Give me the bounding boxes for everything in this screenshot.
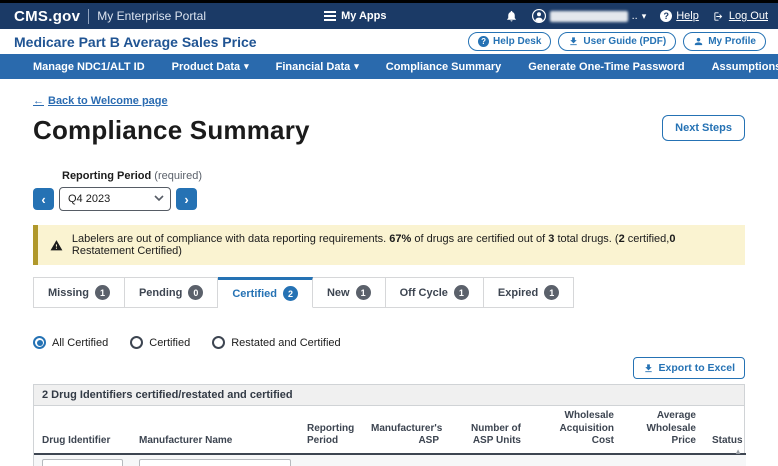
next-period-button[interactable]: › bbox=[176, 188, 197, 210]
col-manufacturer-name: Manufacturer Name bbox=[131, 406, 299, 455]
reporting-period-section: Reporting Period (required) ‹ Q4 2023 › bbox=[33, 170, 745, 211]
export-to-excel-button[interactable]: Export to Excel bbox=[632, 357, 745, 379]
count-badge: 1 bbox=[94, 285, 110, 300]
log-out-icon bbox=[714, 11, 723, 21]
tab-new[interactable]: New 1 bbox=[312, 277, 386, 308]
chevron-down-icon: ▾ bbox=[354, 61, 359, 71]
app-header: Medicare Part B Average Sales Price ? He… bbox=[0, 29, 778, 54]
warning-icon bbox=[50, 239, 63, 250]
help-link[interactable]: ? Help bbox=[660, 10, 699, 22]
col-status: Status bbox=[704, 406, 746, 455]
alert-text: Labelers are out of compliance with data… bbox=[71, 233, 676, 257]
page-title: Compliance Summary bbox=[33, 115, 310, 145]
status-tabs: Missing 1 Pending 0 Certified 2 New 1 Off Cy… bbox=[33, 277, 745, 308]
count-badge: 1 bbox=[453, 285, 469, 300]
radio-icon bbox=[212, 336, 226, 349]
user-menu[interactable]: .. ▾ bbox=[531, 9, 647, 23]
nav-manage-ndc1-alt-id[interactable]: Manage NDC1/ALT ID bbox=[33, 60, 145, 73]
col-average-wholesale-price: Average Wholesale Price bbox=[622, 406, 704, 455]
tab-certified[interactable]: Certified 2 bbox=[218, 277, 313, 308]
col-manufacturers-asp: Manufacturer's ASP bbox=[363, 406, 447, 455]
nav-assumptions[interactable]: Assumptions bbox=[711, 60, 778, 73]
radio-selected-icon bbox=[33, 336, 46, 349]
download-icon bbox=[644, 363, 652, 372]
certified-filter-radios: All Certified Certified Restated and Cer… bbox=[33, 336, 745, 349]
table-header-row: Drug Identifier Manufacturer Name Report… bbox=[34, 406, 746, 455]
compliance-warning-alert: Labelers are out of compliance with data… bbox=[33, 225, 745, 265]
download-icon bbox=[570, 37, 578, 46]
nav-generate-otp[interactable]: Generate One-Time Password bbox=[528, 60, 685, 73]
required-note: (required) bbox=[154, 170, 202, 182]
back-to-welcome-link[interactable]: ← Back to Welcome page bbox=[33, 95, 168, 107]
portal-name: My Enterprise Portal bbox=[97, 9, 206, 23]
previous-period-button[interactable]: ‹ bbox=[33, 188, 54, 210]
reporting-period-select[interactable]: Q4 2023 bbox=[59, 187, 171, 211]
top-bar: CMS.gov My Enterprise Portal My Apps .. … bbox=[0, 3, 778, 29]
count-badge: 1 bbox=[355, 285, 371, 300]
radio-all-certified[interactable]: All Certified bbox=[33, 336, 108, 349]
scrollbar-up-icon[interactable]: ▲ bbox=[734, 447, 742, 456]
col-reporting-period: Reporting Period bbox=[299, 406, 363, 455]
count-badge: 1 bbox=[544, 285, 560, 300]
app-title: Medicare Part B Average Sales Price bbox=[14, 33, 257, 50]
next-steps-button[interactable]: Next Steps bbox=[662, 115, 745, 141]
manufacturer-name-filter-input[interactable] bbox=[139, 458, 291, 466]
nav-product-data[interactable]: Product Data ▾ bbox=[171, 60, 249, 73]
radio-restated-and-certified[interactable]: Restated and Certified bbox=[212, 336, 341, 349]
notification-bell-icon[interactable] bbox=[505, 9, 518, 23]
main-nav: Manage NDC1/ALT ID Product Data ▾ Financi… bbox=[0, 54, 778, 79]
radio-icon bbox=[130, 336, 144, 349]
tab-pending[interactable]: Pending 0 bbox=[124, 277, 219, 308]
nav-compliance-summary[interactable]: Compliance Summary bbox=[385, 60, 502, 73]
redacted-username bbox=[549, 10, 628, 22]
help-icon: ? bbox=[660, 10, 673, 22]
my-profile-button[interactable]: My Profile bbox=[683, 32, 766, 51]
log-out-link[interactable]: Log Out bbox=[713, 10, 768, 22]
person-icon bbox=[695, 37, 703, 46]
col-wholesale-acquisition-cost: Wholesale Acquisition Cost bbox=[529, 406, 622, 455]
help-desk-icon: ? bbox=[478, 36, 490, 47]
col-drug-identifier: Drug Identifier bbox=[34, 406, 131, 455]
count-badge: 2 bbox=[282, 286, 298, 301]
username-truncation: .. bbox=[631, 10, 638, 22]
nav-financial-data[interactable]: Financial Data ▾ bbox=[275, 60, 359, 73]
tab-expired[interactable]: Expired 1 bbox=[483, 277, 575, 308]
table-caption: 2 Drug Identifiers certified/restated an… bbox=[34, 385, 744, 406]
reporting-period-label: Reporting Period bbox=[62, 170, 152, 182]
col-number-of-asp-units: Number of ASP Units bbox=[447, 406, 529, 455]
drug-identifier-filter-input[interactable] bbox=[42, 458, 123, 466]
my-apps-button[interactable]: My Apps bbox=[324, 10, 387, 22]
drug-identifiers-table: 2 Drug Identifiers certified/restated an… bbox=[33, 384, 746, 466]
back-arrow-icon: ← bbox=[33, 95, 44, 107]
cms-gov-logo[interactable]: CMS.gov bbox=[14, 7, 81, 25]
chevron-down-icon: ▾ bbox=[244, 61, 249, 71]
user-guide-button[interactable]: User Guide (PDF) bbox=[558, 32, 677, 51]
tab-missing[interactable]: Missing 1 bbox=[33, 277, 125, 308]
user-avatar-icon bbox=[531, 9, 546, 23]
my-apps-icon bbox=[324, 11, 337, 21]
count-badge: 0 bbox=[188, 285, 204, 300]
chevron-down-icon: ▾ bbox=[641, 10, 647, 21]
divider bbox=[88, 8, 90, 24]
filter-row bbox=[34, 453, 746, 466]
radio-certified[interactable]: Certified bbox=[130, 336, 190, 349]
tab-off-cycle[interactable]: Off Cycle 1 bbox=[385, 277, 484, 308]
help-desk-button[interactable]: ? Help Desk bbox=[468, 32, 552, 51]
